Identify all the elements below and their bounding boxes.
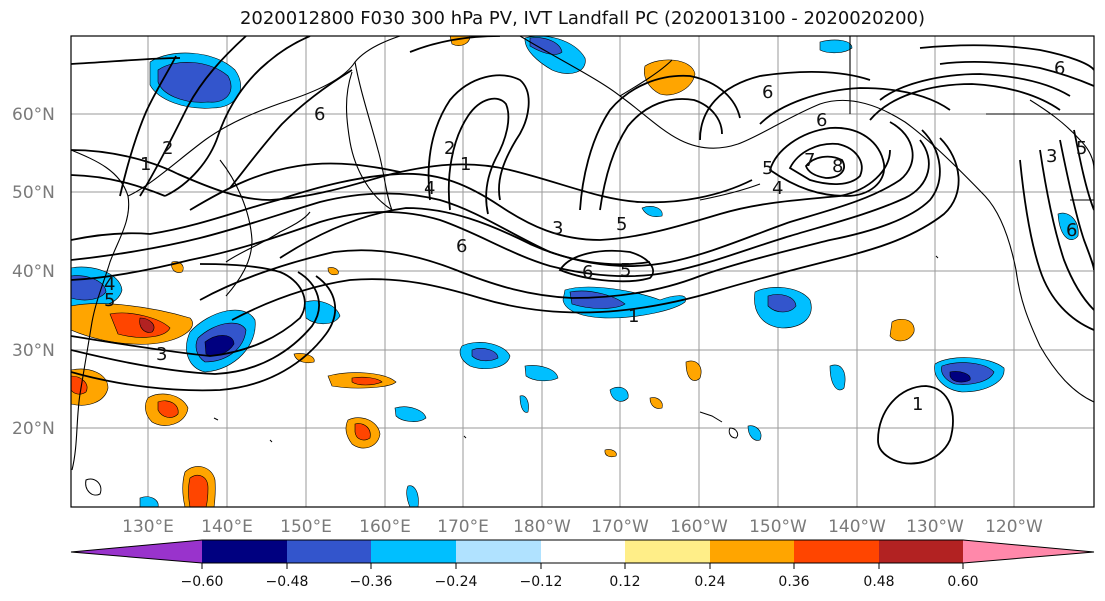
colorbar-tick-label: 0.24	[694, 574, 725, 590]
contour-label-3: 3	[156, 344, 167, 365]
colorbar-tick-label: 0.60	[947, 574, 978, 590]
contour-label-6: 6	[582, 262, 593, 283]
colorbar-segment-1	[202, 540, 287, 563]
contour-label-5: 5	[616, 214, 627, 235]
islands	[85, 255, 939, 496]
contour-label-5: 5	[762, 158, 773, 179]
colorbar-tick-labels: −0.60 −0.48 −0.36 −0.24 −0.12 0.12 0.24 …	[181, 574, 979, 590]
contour-label-6: 6	[456, 236, 467, 257]
colorbar-segment-3	[371, 540, 456, 563]
lat-label-40n: 40°N	[12, 262, 55, 282]
colorbar-tick-label: 0.48	[863, 574, 894, 590]
colorbar-segment-4	[456, 540, 541, 563]
lon-label-160w: 160°W	[670, 517, 728, 537]
lon-label-160e: 160°E	[359, 517, 411, 537]
lat-label-50n: 50°N	[12, 183, 55, 203]
contour-label-3: 3	[1046, 146, 1057, 167]
contour-label-2: 2	[444, 138, 455, 159]
contour-label-8: 8	[832, 156, 843, 177]
contour-label-7: 7	[804, 150, 815, 171]
lon-label-150w: 150°W	[749, 517, 807, 537]
contour-label-1: 1	[140, 154, 151, 175]
contour-label-5: 5	[104, 290, 115, 311]
latitude-labels: 60°N 50°N 40°N 30°N 20°N	[12, 105, 55, 439]
pv-contours	[71, 36, 1094, 465]
colorbar: −0.60 −0.48 −0.36 −0.24 −0.12 0.12 0.24 …	[70, 539, 1095, 590]
contour-label-6: 6	[1054, 58, 1065, 79]
contour-label-2: 2	[162, 138, 173, 159]
colorbar-segment-5	[541, 540, 625, 563]
contour-labels: 1 1 1 1 2 2 3 3 3 4 4 4 5 5 5 5 5 6 6 6 …	[104, 58, 1087, 415]
lon-label-170e: 170°E	[437, 517, 489, 537]
lat-label-20n: 20°N	[12, 419, 55, 439]
contour-label-1: 1	[460, 154, 471, 175]
colorbar-segment-10	[963, 540, 1094, 563]
lon-label-180w: 180°W	[513, 517, 571, 537]
contour-label-6: 6	[816, 110, 827, 131]
map-frame	[70, 35, 1095, 508]
colorbar-tick-label: −0.24	[435, 574, 478, 590]
contour-label-6: 6	[762, 82, 773, 103]
colorbar-ticks	[201, 563, 964, 569]
lon-label-140e: 140°E	[201, 517, 253, 537]
coastlines	[71, 36, 1094, 471]
contour-label-4: 4	[424, 178, 435, 199]
lon-label-140w: 140°W	[828, 517, 886, 537]
contour-label-4: 4	[772, 178, 783, 199]
longitude-labels: 130°E 140°E 150°E 160°E 170°E 180°W 170°…	[122, 517, 1043, 537]
contour-label-6: 6	[314, 104, 325, 125]
colorbar-tick-label: −0.48	[266, 574, 309, 590]
contour-label-1: 1	[912, 394, 923, 415]
contour-label-1: 1	[628, 306, 639, 327]
colorbar-tick-label: 0.36	[778, 574, 809, 590]
contour-label-4: 4	[104, 274, 115, 295]
colorbar-segment-8	[794, 540, 879, 563]
colorbar-tick-label: −0.60	[181, 574, 224, 590]
colorbar-segment-2	[287, 540, 371, 563]
map-title: 2020012800 F030 300 hPa PV, IVT Landfall…	[239, 8, 926, 29]
lat-label-60n: 60°N	[12, 105, 55, 125]
colorbar-tick-label: −0.12	[520, 574, 563, 590]
lon-label-130e: 130°E	[122, 517, 174, 537]
contour-label-6: 6	[1066, 220, 1077, 241]
contour-label-3: 3	[552, 218, 563, 239]
lat-label-30n: 30°N	[12, 341, 55, 361]
lon-label-120w: 120°W	[985, 517, 1043, 537]
colorbar-segment-0	[71, 540, 202, 563]
colorbar-segment-7	[710, 540, 794, 563]
contour-label-5: 5	[620, 260, 631, 281]
lon-label-150e: 150°E	[280, 517, 332, 537]
lon-label-170w: 170°W	[591, 517, 649, 537]
colorbar-segment-6	[625, 540, 710, 563]
colorbar-segment-9	[879, 540, 963, 563]
graticule	[71, 36, 1094, 507]
contour-label-5: 5	[1076, 138, 1087, 159]
lon-label-130w: 130°W	[906, 517, 964, 537]
colorbar-tick-label: 0.12	[609, 574, 640, 590]
colorbar-tick-label: −0.36	[350, 574, 393, 590]
